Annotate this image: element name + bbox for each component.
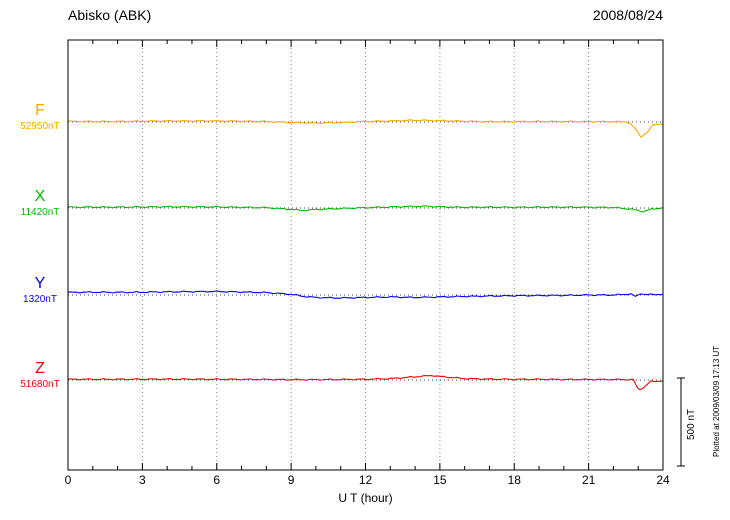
series-name-X: X [34, 188, 46, 205]
series-label-Y: Y 1320nT [10, 275, 70, 305]
x-tick-label-12: 12 [358, 473, 373, 487]
series-name-F: F [35, 102, 45, 119]
plot-date: 2008/08/24 [592, 7, 663, 23]
x-tick-label-21: 21 [581, 473, 596, 487]
x-tick-label-24: 24 [656, 473, 670, 487]
x-axis-label: U T (hour) [338, 491, 393, 505]
series-baseline-Y: 1320nT [23, 293, 57, 305]
series-label-X: X 11420nT [10, 188, 70, 218]
series-name-Y: Y [34, 275, 46, 292]
x-tick-label-3: 3 [139, 473, 146, 487]
x-tick-label-15: 15 [433, 473, 447, 487]
series-label-F: F 52950nT [10, 102, 70, 132]
series-baseline-X: 11420nT [20, 206, 60, 218]
trace-F [67, 119, 664, 139]
series-name-Z: Z [35, 360, 45, 377]
series-baseline-F: 52950nT [20, 120, 60, 132]
trace-Z [67, 374, 664, 390]
trace-Y [67, 290, 664, 299]
x-axis-tick-labels: 0 3 6 9 12 15 18 21 24 [0, 473, 730, 489]
plotted-at-note: Plotted at 2009/03/09 17:13 UT [712, 345, 721, 457]
x-tick-label-9: 9 [287, 473, 295, 487]
scale-bar-label: 500 nT [686, 408, 697, 440]
series-label-Z: Z 51680nT [10, 360, 70, 390]
plot-border [67, 39, 664, 471]
x-tick-label-6: 6 [213, 473, 221, 487]
series-baseline-Z: 51680nT [20, 378, 60, 390]
trace-X [67, 205, 664, 213]
x-tick-label-18: 18 [507, 473, 521, 487]
x-tick-label-0: 0 [64, 473, 72, 487]
station-title: Abisko (ABK) [68, 7, 152, 23]
